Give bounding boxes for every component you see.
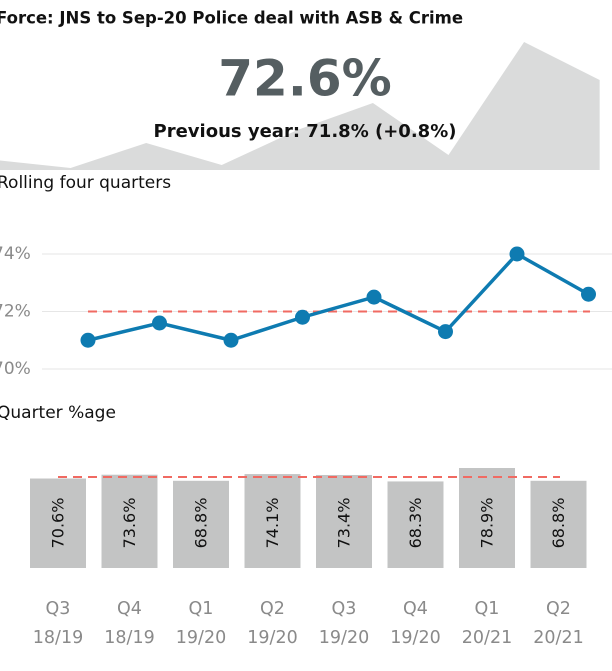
point	[295, 309, 310, 325]
x-tick-label: Q4	[117, 599, 142, 619]
bar-label: 78.9%	[478, 498, 497, 549]
bar-label: 68.3%	[406, 498, 425, 549]
x-tick-label: 20/21	[533, 628, 583, 648]
x-tick-label: 18/19	[33, 628, 83, 648]
bar	[101, 474, 158, 568]
bar	[30, 478, 86, 568]
x-tick-label: Q1	[189, 599, 214, 619]
sparkline-layer	[0, 42, 600, 170]
bar-label: 68.8%	[549, 498, 568, 549]
bar	[459, 468, 515, 568]
point	[581, 286, 596, 302]
y-tick-label: 72%	[0, 302, 31, 322]
bar	[387, 481, 444, 568]
y-tick-label: 70%	[0, 359, 31, 379]
bar-label: 70.6%	[49, 498, 68, 549]
bar-label: 68.8%	[192, 498, 211, 549]
x-tick-label: Q2	[546, 599, 571, 619]
x-tick-label: Q1	[475, 599, 500, 619]
x-tick-label: Q4	[403, 599, 428, 619]
section-title: Quarter %age	[0, 403, 116, 423]
point	[223, 332, 239, 348]
bar	[244, 474, 301, 568]
x-tick-label: Q3	[332, 599, 357, 619]
page-title: Force: JNS to Sep-20 Police deal with AS…	[0, 9, 463, 28]
x-tick-label: 19/20	[176, 628, 226, 648]
bar	[530, 480, 587, 568]
line	[87, 251, 590, 343]
x-tick-label: 20/21	[462, 628, 512, 648]
point	[152, 315, 167, 331]
x-tick-label: Q2	[260, 599, 285, 619]
x-tick-label: 18/19	[104, 628, 154, 648]
previous-year: Previous year: 71.8% (+0.8%)	[154, 121, 457, 142]
bar	[173, 480, 229, 568]
x-tick-label: Q3	[46, 599, 71, 619]
sparkline-area	[0, 42, 600, 170]
bar-label: 73.6%	[120, 498, 139, 549]
bar-label: 74.1%	[263, 498, 282, 549]
bar	[316, 474, 372, 568]
bar-label: 73.4%	[335, 498, 354, 549]
y-tick-label: 74%	[0, 244, 31, 264]
point	[80, 332, 96, 348]
point	[366, 289, 382, 305]
x-tick-label: 19/20	[319, 628, 369, 648]
kpi-value: 72.6%	[218, 50, 391, 108]
x-tick-label: 19/20	[247, 628, 297, 648]
x-tick-label: 19/20	[390, 628, 440, 648]
point	[438, 324, 453, 340]
point	[509, 246, 525, 262]
section-title: Rolling four quarters	[0, 173, 171, 193]
